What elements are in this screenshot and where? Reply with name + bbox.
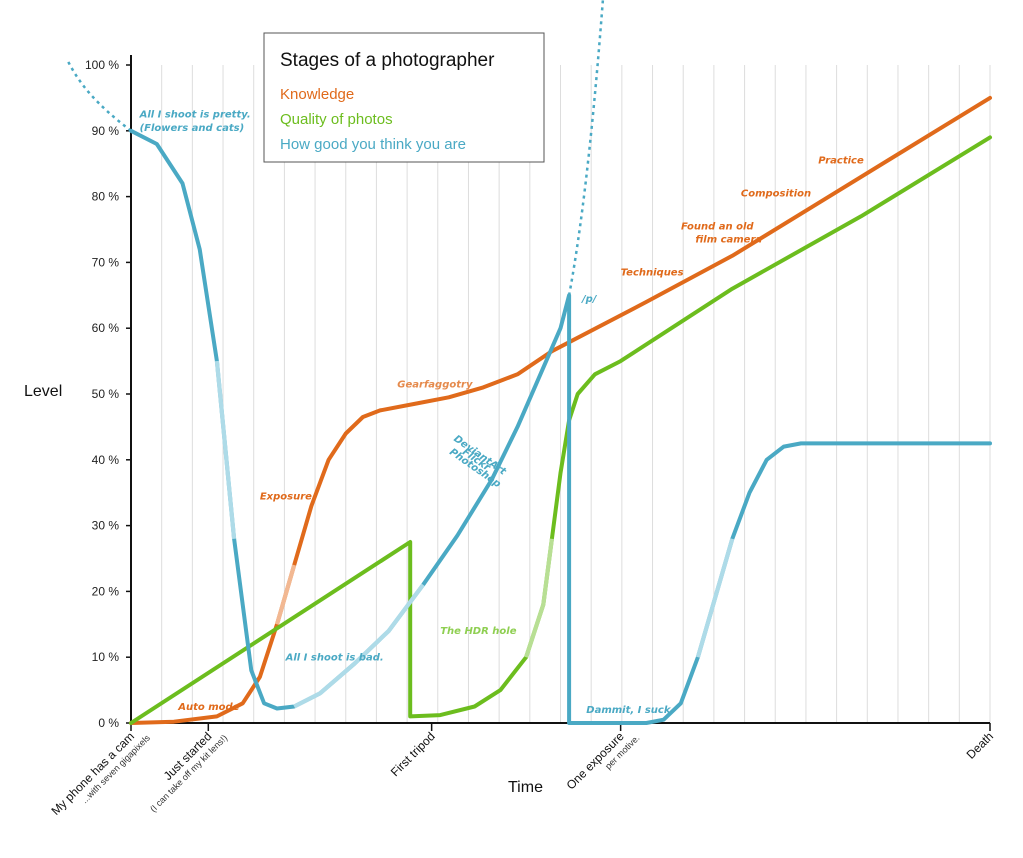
x-milestone: First tripod <box>388 729 438 779</box>
legend-entry-knowledge: Knowledge <box>280 86 354 103</box>
annotation-label: Techniques <box>621 268 684 279</box>
dotted-line-peak <box>567 0 605 296</box>
chart-title: Stages of a photographer <box>280 50 495 71</box>
x-milestone: Death <box>964 729 997 762</box>
x-milestone-label: First tripod <box>388 729 438 779</box>
series-faded-thinking <box>695 538 735 658</box>
series-faded-knowledge <box>274 564 297 625</box>
y-tick-label: 0 % <box>98 716 119 730</box>
y-axis-title: Level <box>24 383 62 400</box>
legend-entry-quality: Quality of photos <box>280 111 393 128</box>
y-tick-label: 80 % <box>92 190 120 204</box>
off-chart-dotted-lines <box>65 0 605 296</box>
x-milestone-label: My phone has a cam <box>48 729 137 818</box>
annotation-label: film camera <box>695 235 762 246</box>
y-tick-label: 90 % <box>92 124 120 138</box>
legend: Stages of a photographer Knowledge Quali… <box>263 32 545 163</box>
annotation-label: Auto mode <box>177 702 239 713</box>
legend-entry-thinking: How good you think you are <box>280 136 466 153</box>
y-tick-label: 50 % <box>92 387 120 401</box>
series-faded-quality <box>524 538 554 658</box>
annotation-label: /p/ <box>581 294 598 305</box>
series-faded-thinking <box>214 360 237 540</box>
y-tick-label: 20 % <box>92 584 120 598</box>
series-lines <box>129 95 992 725</box>
annotation-label: Exposure <box>260 491 312 502</box>
x-milestone: My phone has a cam...with seven gigapixe… <box>48 729 152 818</box>
legend-box <box>263 32 545 163</box>
annotation-label: Practice <box>818 156 864 167</box>
annotation-label: All I shoot is bad. <box>285 652 384 663</box>
y-tick-label: 100 % <box>85 58 119 72</box>
annotation-label: Dammit, I suck <box>586 705 672 716</box>
annotation-label: Gearfaggotry <box>397 379 473 390</box>
y-tick-label: 40 % <box>92 453 120 467</box>
annotation-label: (Flowers and cats) <box>140 123 245 134</box>
annotation-label: All I shoot is pretty. <box>139 110 251 121</box>
x-axis-title: Time <box>508 779 543 796</box>
y-axis-ticks: 0 % 10 % 20 % 30 % 40 % 50 % 60 % 70 % 80 % 90 % 1… <box>85 58 131 730</box>
x-milestone: Just started(I can take off my kit lens!… <box>148 729 229 814</box>
annotation-label: Composition <box>741 189 811 200</box>
y-tick-label: 30 % <box>92 519 120 533</box>
y-tick-label: 60 % <box>92 321 120 335</box>
series-line-knowledge <box>129 95 992 725</box>
series-faded-thinking <box>293 583 425 709</box>
annotation-label: Found an old <box>681 222 754 233</box>
y-tick-label: 70 % <box>92 255 120 269</box>
x-axis-milestones: My phone has a cam...with seven gigapixe… <box>48 723 997 818</box>
y-tick-label: 10 % <box>92 650 120 664</box>
x-milestone-label: Death <box>964 729 997 762</box>
annotation-label: The HDR hole <box>440 626 516 637</box>
